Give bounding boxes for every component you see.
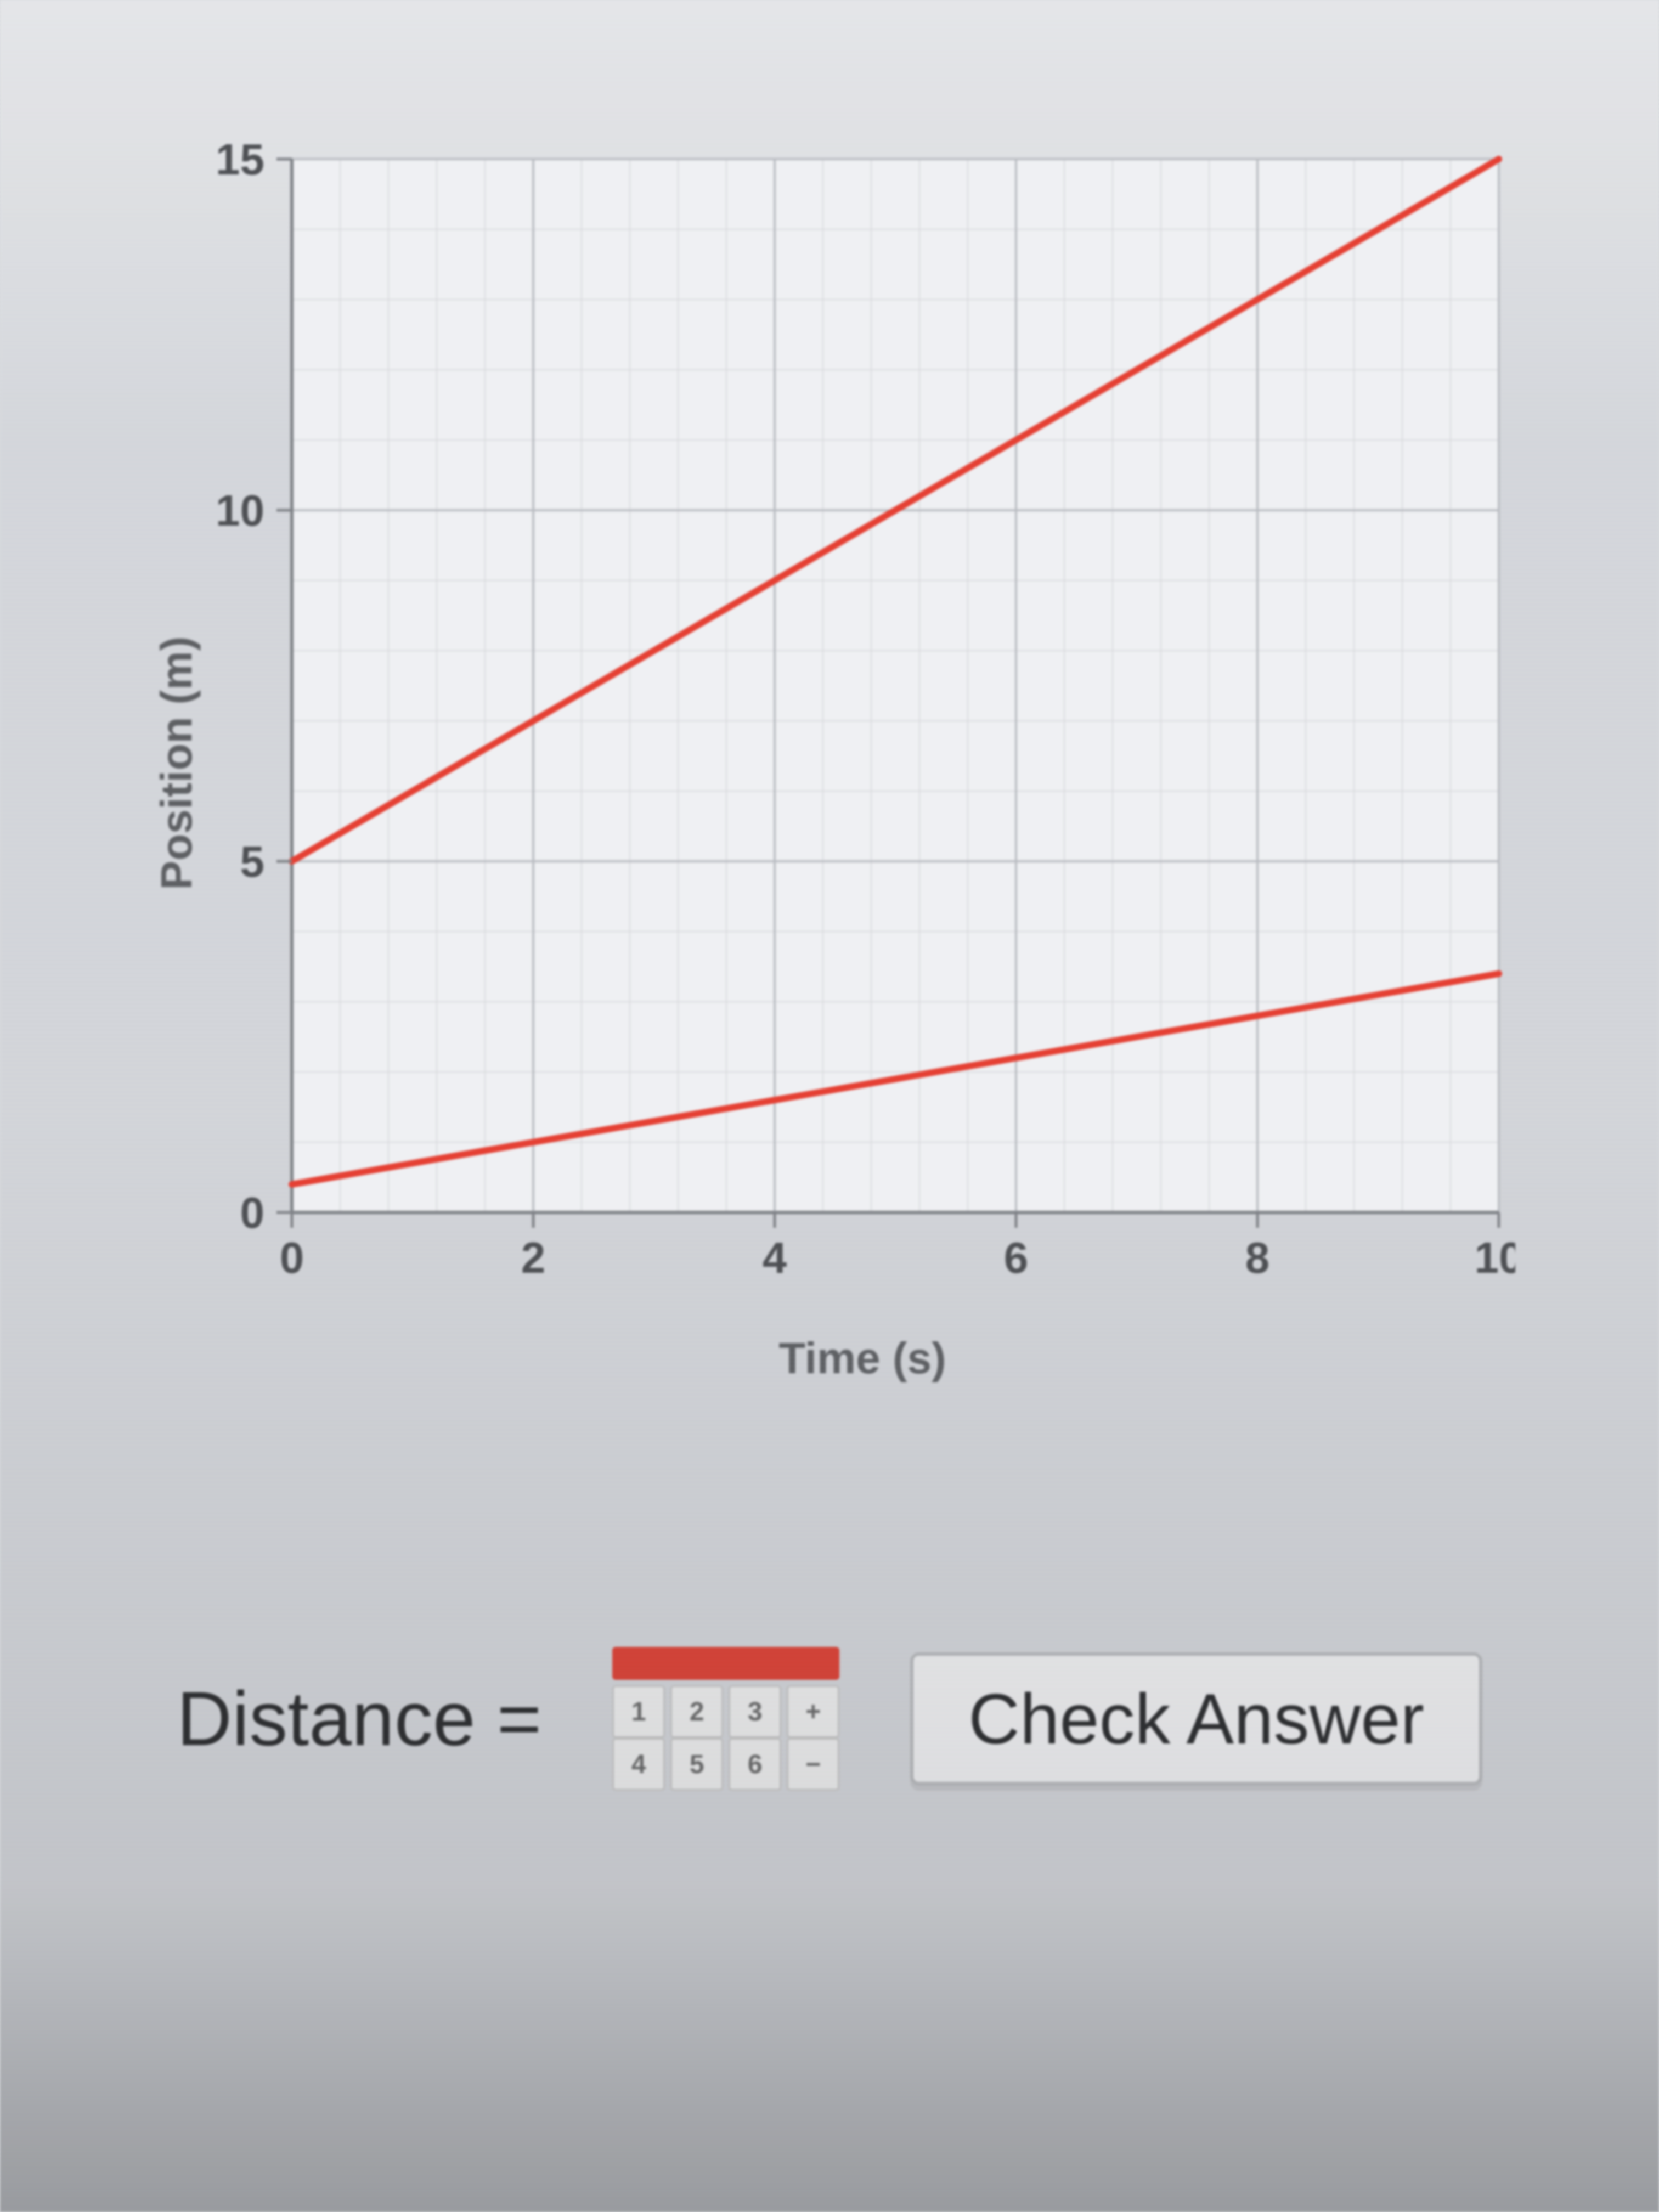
keypad-key[interactable]: 3 [729, 1685, 781, 1738]
plot-column: 0 2 4 6 8 10 0 5 10 15 Time (s) [210, 143, 1515, 1384]
keypad-key[interactable]: 6 [729, 1738, 781, 1791]
distance-prompt-label: Distance = [177, 1674, 541, 1763]
keypad-key[interactable]: 4 [612, 1738, 665, 1791]
page: Position (m) 0246810051015 Time (s) Dist… [0, 0, 1659, 2212]
y-axis-label-container: Position (m) [144, 143, 210, 1384]
numeric-keypad: 123+456− [612, 1647, 839, 1791]
keypad-row: 456− [612, 1738, 839, 1791]
x-tick-label: 6 [1004, 1233, 1029, 1282]
keypad-key[interactable]: + [787, 1685, 839, 1738]
x-tick-label: 4 [763, 1233, 787, 1282]
keypad-key[interactable]: 2 [670, 1685, 723, 1738]
keypad-header [612, 1647, 839, 1680]
plot-area: 0 2 4 6 8 10 0 5 10 15 [210, 143, 1515, 1295]
check-answer-label: Check Answer [968, 1679, 1424, 1759]
answer-row: Distance = 123+456− Check Answer [144, 1647, 1515, 1791]
y-tick-label: 10 [216, 486, 264, 535]
position-time-chart: Position (m) 0 2 4 6 8 10 0 5 10 15 Time (s) [144, 143, 1515, 1384]
y-axis-label: Position (m) [151, 636, 202, 890]
keypad-row: 123+ [612, 1685, 839, 1738]
y-tick-label: 0 [240, 1188, 265, 1237]
x-tick-label: 0 [280, 1233, 304, 1282]
keypad-key[interactable]: − [787, 1738, 839, 1791]
y-tick-label: 15 [216, 143, 264, 184]
keypad-key[interactable]: 5 [670, 1738, 723, 1791]
x-tick-label: 8 [1245, 1233, 1270, 1282]
x-tick-label: 10 [1475, 1233, 1515, 1282]
x-tick-label: 2 [521, 1233, 546, 1282]
keypad-key[interactable]: 1 [612, 1685, 665, 1738]
check-answer-button[interactable]: Check Answer [910, 1652, 1482, 1785]
y-tick-label: 5 [240, 837, 265, 886]
plot-svg: 0 2 4 6 8 10 0 5 10 15 [210, 143, 1515, 1295]
x-axis-label: Time (s) [210, 1333, 1515, 1384]
